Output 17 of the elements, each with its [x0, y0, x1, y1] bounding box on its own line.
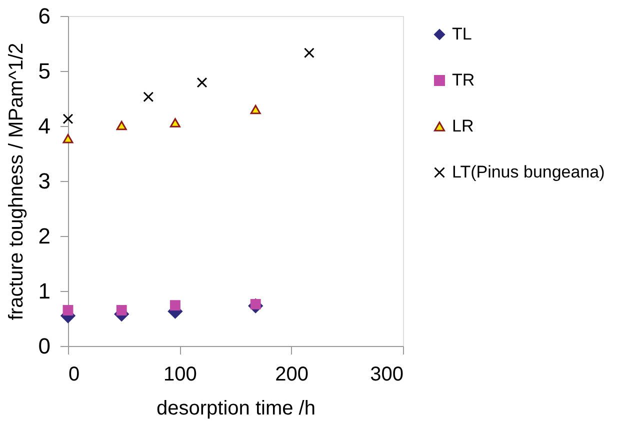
y-tick-label: 2 — [38, 224, 50, 248]
x-tick-label: 300 — [370, 364, 404, 386]
legend-label: LT(Pinus bungeana) — [452, 162, 605, 182]
x-tick-label: 0 — [68, 364, 80, 386]
x-tick-label: 200 — [275, 364, 309, 386]
y-tick-label: 4 — [38, 114, 50, 138]
y-axis-title: fracture toughness / MPam^1/2 — [5, 42, 28, 320]
y-tick-label: 5 — [38, 58, 50, 84]
legend-label: LR — [452, 116, 474, 136]
legend-label: TR — [452, 70, 475, 90]
y-tick-label: 0 — [38, 334, 50, 358]
x-axis-title: desorption time /h — [156, 398, 316, 420]
y-tick-label: 6 — [38, 4, 50, 28]
x-tick-label: 100 — [163, 364, 197, 386]
legend-label: TL — [452, 24, 472, 44]
y-tick-label: 3 — [38, 168, 50, 194]
y-tick-label: 1 — [38, 278, 50, 304]
